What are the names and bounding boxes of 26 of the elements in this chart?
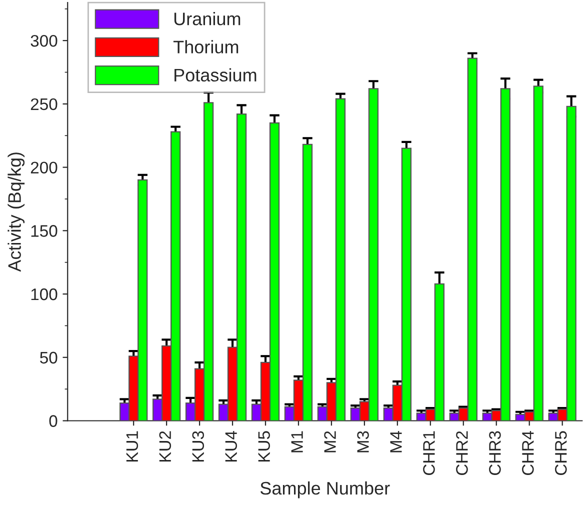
y-tick-label: 100 bbox=[31, 288, 58, 300]
legend-label: Uranium bbox=[174, 12, 240, 26]
x-tick-label: KU3 bbox=[192, 431, 204, 462]
x-tick-label: CHR4 bbox=[522, 430, 534, 476]
x-tick-label: KU2 bbox=[159, 431, 172, 462]
x-tick-label: KU5 bbox=[258, 431, 270, 462]
x-tick-label: M2 bbox=[324, 431, 336, 452]
y-tick-label: 250 bbox=[30, 98, 58, 110]
x-tick-label: KU4 bbox=[225, 430, 237, 462]
y-tick-label: 50 bbox=[40, 352, 58, 364]
x-tick-label: CHR3 bbox=[489, 431, 501, 476]
y-axis-title: Activity (Bq/kg) bbox=[8, 152, 25, 272]
x-tick-label: CHR5 bbox=[555, 431, 567, 476]
legend-label: Potassium bbox=[174, 68, 256, 82]
y-tick-label: 200 bbox=[30, 162, 58, 174]
y-tick-label: 150 bbox=[31, 225, 58, 237]
x-tick-label: CHR1 bbox=[423, 431, 435, 476]
x-tick-label: M4 bbox=[390, 430, 402, 452]
x-tick-label: M1 bbox=[291, 431, 303, 452]
y-tick-label: 0 bbox=[49, 415, 58, 427]
y-tick-label: 300 bbox=[30, 34, 58, 47]
x-tick-label: CHR2 bbox=[456, 431, 468, 476]
x-tick-label: KU1 bbox=[126, 431, 138, 462]
legend-label: Thorium bbox=[173, 40, 238, 54]
x-tick-label: M3 bbox=[357, 431, 369, 452]
x-axis-title: Sample Number bbox=[260, 481, 390, 498]
